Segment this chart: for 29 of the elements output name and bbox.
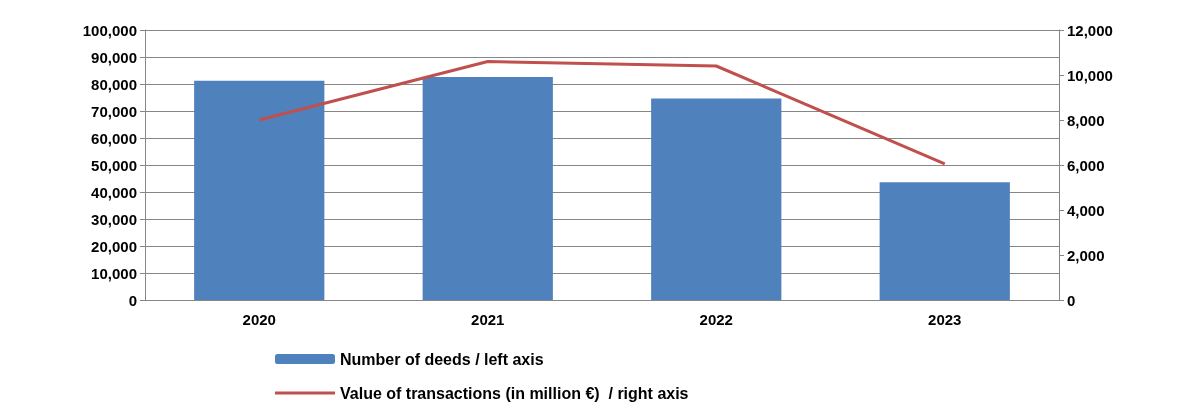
- line-series: [257, 60, 947, 166]
- y-tick-label: 100,000: [82, 21, 137, 39]
- bar: [879, 182, 1010, 300]
- y2-tick-label: 4,000: [1067, 201, 1105, 219]
- y2-tick-label: 0: [1067, 291, 1076, 309]
- bar: [194, 80, 325, 300]
- bar: [651, 98, 782, 300]
- y-tick-label: 60,000: [91, 129, 137, 147]
- y-tick-label: 90,000: [91, 48, 137, 66]
- y-tick-label: 40,000: [91, 183, 137, 201]
- y-tick-label: 30,000: [91, 210, 137, 228]
- legend-label: Value of transactions (in million €) / right axis: [340, 384, 689, 402]
- x-tick-label: 2021: [471, 311, 505, 328]
- y2-tick-label: 12,000: [1067, 21, 1113, 39]
- y2-tick-label: 10,000: [1067, 66, 1113, 84]
- y-tick-label: 10,000: [91, 264, 137, 282]
- y-tick-label: 50,000: [91, 156, 137, 174]
- x-tick-label: 2020: [242, 311, 276, 328]
- legend-label: Number of deeds / left axis: [340, 350, 544, 368]
- y-tick-label: 80,000: [91, 75, 137, 93]
- y2-tick-label: 6,000: [1067, 156, 1105, 174]
- y2-tick-label: 8,000: [1067, 111, 1105, 129]
- bar: [422, 76, 553, 300]
- x-tick-label: 2023: [928, 311, 962, 328]
- x-tick-label: 2022: [699, 311, 733, 328]
- y-tick-label: 0: [128, 291, 137, 309]
- y-tick-label: 20,000: [91, 237, 137, 255]
- y2-tick-label: 2,000: [1067, 246, 1105, 264]
- y-tick-label: 70,000: [91, 102, 137, 120]
